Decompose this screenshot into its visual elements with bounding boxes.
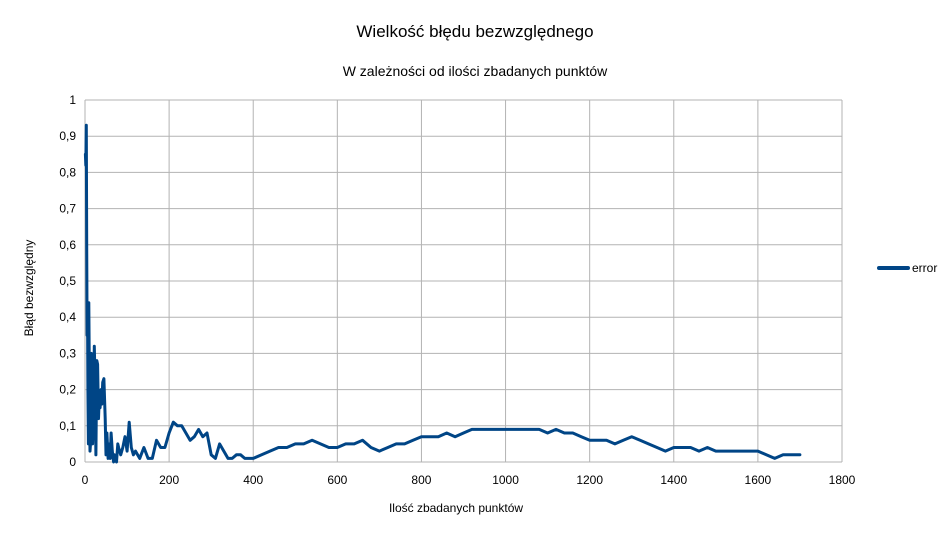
y-tick-label: 0,2 [59, 383, 76, 397]
x-tick-label: 200 [159, 473, 179, 487]
x-tick-label: 1000 [492, 473, 519, 487]
y-tick-label: 0 [69, 455, 76, 469]
x-tick-label: 800 [411, 473, 431, 487]
chart-title: Wielkość błędu bezwzględnego [356, 22, 593, 41]
series-line-error [83, 123, 802, 464]
x-tick-label: 1200 [576, 473, 603, 487]
x-tick-label: 400 [243, 473, 263, 487]
y-tick-label: 0,9 [59, 129, 76, 143]
x-tick-label: 600 [327, 473, 347, 487]
y-tick-label: 0,1 [59, 419, 76, 433]
y-tick-label: 0,4 [59, 310, 76, 324]
chart-subtitle: W zależności od ilości zbadanych punktów [343, 63, 608, 79]
legend-label-error: error [912, 261, 937, 275]
y-tick-label: 0,7 [59, 202, 76, 216]
y-axis-ticks: 0 0,1 0,2 0,3 0,4 0,5 0,6 0,7 0,8 0,9 1 [59, 93, 76, 469]
y-tick-label: 1 [69, 93, 76, 107]
series-group [83, 123, 802, 464]
x-axis-ticks: 0 200 400 600 800 1000 1200 1400 1600 1800 [82, 473, 856, 487]
y-tick-label: 0,5 [59, 274, 76, 288]
x-tick-label: 1600 [745, 473, 772, 487]
x-tick-label: 1800 [829, 473, 856, 487]
x-tick-label: 0 [82, 473, 89, 487]
y-tick-label: 0,6 [59, 238, 76, 252]
gridlines [84, 99, 843, 463]
y-tick-label: 0,8 [59, 165, 76, 179]
x-axis-title: Ilość zbadanych punktów [389, 501, 523, 515]
legend: error [877, 261, 937, 275]
x-tick-label: 1400 [660, 473, 687, 487]
y-axis-title: Błąd bezwzględny [22, 240, 36, 337]
y-tick-label: 0,3 [59, 346, 76, 360]
